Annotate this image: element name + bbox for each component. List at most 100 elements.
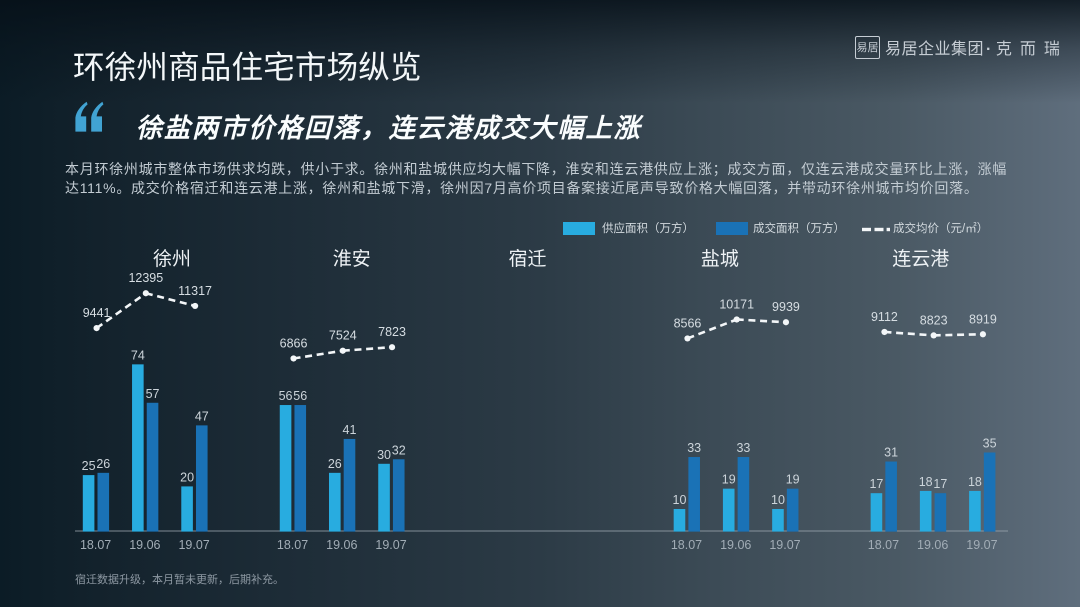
supply-bar [673,509,686,532]
price-line-segment [145,291,196,308]
price-line-segment [884,330,934,337]
page-title: 环徐州商品住宅市场纵览 [73,48,422,85]
supply-bar [82,475,95,532]
legend-price-label: 成交均价（元/㎡） [893,222,989,235]
period-tick-label: 19.06 [326,538,357,552]
supply-bar [132,364,144,532]
brand-seal-icon: 易居 [855,35,880,59]
price-point-dot [142,290,149,297]
price-point-dot [339,347,346,354]
deal-value-label: 57 [146,387,160,401]
price-line-segment [95,292,147,330]
supply-value-label: 25 [82,459,96,473]
city-label: 连云港 [892,248,949,270]
summary-line: 达111%。成交价格宿迁和连云港上涨，徐州和盐城下滑，徐州因7月高价项目备案接近… [65,180,979,197]
price-value-label: 11317 [178,284,212,298]
price-point-dot [979,331,987,338]
price-value-label: 8823 [920,313,948,327]
legend-supply-label: 供应面积（万方） [602,222,694,235]
deal-bar [688,457,700,532]
period-tick-label: 19.07 [966,538,997,552]
supply-value-label: 17 [869,477,883,491]
brand-logo: 易居 易居企业集团 · 克而瑞 [855,35,1068,59]
price-point-dot [191,302,199,310]
deal-bar [146,402,159,532]
supply-bar [919,490,932,532]
deal-bar [97,472,110,532]
deal-value-label: 32 [392,443,406,457]
deal-value-label: 35 [983,437,997,451]
price-point-dot [388,344,396,351]
price-point-dot [684,335,691,342]
price-value-label: 7524 [329,329,357,343]
period-tick-label: 19.06 [917,538,948,552]
price-point-dot [290,355,297,362]
legend-price-dash-icon [862,227,890,231]
deal-bar [983,452,996,532]
supply-value-label: 56 [279,389,293,403]
price-value-label: 10171 [719,297,754,311]
footnote: 宿迁数据升级，本月暂未更新，后期补充。 [75,573,284,586]
supply-value-label: 19 [722,473,736,487]
deal-bar [343,438,356,532]
city-label: 淮安 [333,248,371,270]
period-tick-label: 18.07 [80,538,111,552]
deal-value-label: 33 [736,441,750,455]
price-point-dot [930,332,937,339]
supply-bar [279,405,292,532]
supply-bar [722,488,735,532]
city-label: 盐城 [701,248,739,270]
deal-value-label: 26 [96,457,110,471]
seal-text: 易居 [856,42,879,54]
deal-bar [737,457,750,532]
supply-value-label: 18 [968,475,982,489]
quote-icon [75,101,104,132]
period-tick-label: 19.07 [375,538,406,552]
price-value-label: 8566 [674,316,702,330]
deal-bar [934,493,947,532]
deal-value-label: 17 [933,477,947,491]
brand-name: 易居企业集团 · 克而瑞 [885,35,1068,59]
supply-value-label: 20 [180,470,194,484]
price-line-segment [687,318,738,340]
deal-bar [195,425,208,532]
city-label: 徐州 [153,248,191,270]
price-line-segment [736,318,787,324]
deal-value-label: 56 [293,389,307,403]
price-point-dot [782,319,790,326]
deal-value-label: 41 [343,423,357,437]
period-tick-label: 19.07 [769,538,800,552]
deal-value-label: 33 [687,441,701,455]
supply-value-label: 10 [673,493,687,507]
price-line-segment [293,349,344,360]
supply-value-label: 18 [919,475,933,489]
deal-value-label: 19 [786,473,800,487]
price-value-label: 9112 [871,310,898,324]
period-tick-label: 19.07 [178,538,209,552]
supply-bar [329,472,341,532]
supply-bar [870,493,883,532]
price-value-label: 7823 [378,325,406,339]
supply-value-label: 10 [771,493,785,507]
supply-value-label: 30 [377,448,391,462]
period-tick-label: 18.07 [671,538,702,552]
price-point-dot [733,316,740,323]
period-tick-label: 19.06 [129,538,160,552]
supply-value-label: 74 [131,348,145,362]
price-value-label: 9441 [83,306,111,320]
deal-bar [392,459,405,532]
supply-bar [969,490,981,532]
price-value-label: 9939 [772,300,800,314]
brand-separator: · [986,41,992,58]
period-tick-label: 19.06 [720,538,751,552]
legend-deal-swatch [715,222,748,235]
deal-value-label: 47 [195,409,209,423]
supply-bar [378,463,390,532]
supply-value-label: 26 [328,457,342,471]
price-line-segment [933,332,983,337]
legend-deal-label: 成交面积（万方） [753,222,845,235]
summary-paragraph: 本月环徐州城市整体市场供求均跌，供小于求。徐州和盐城供应均大幅下降，淮安和连云港… [65,160,1007,199]
price-line-segment [342,345,393,353]
